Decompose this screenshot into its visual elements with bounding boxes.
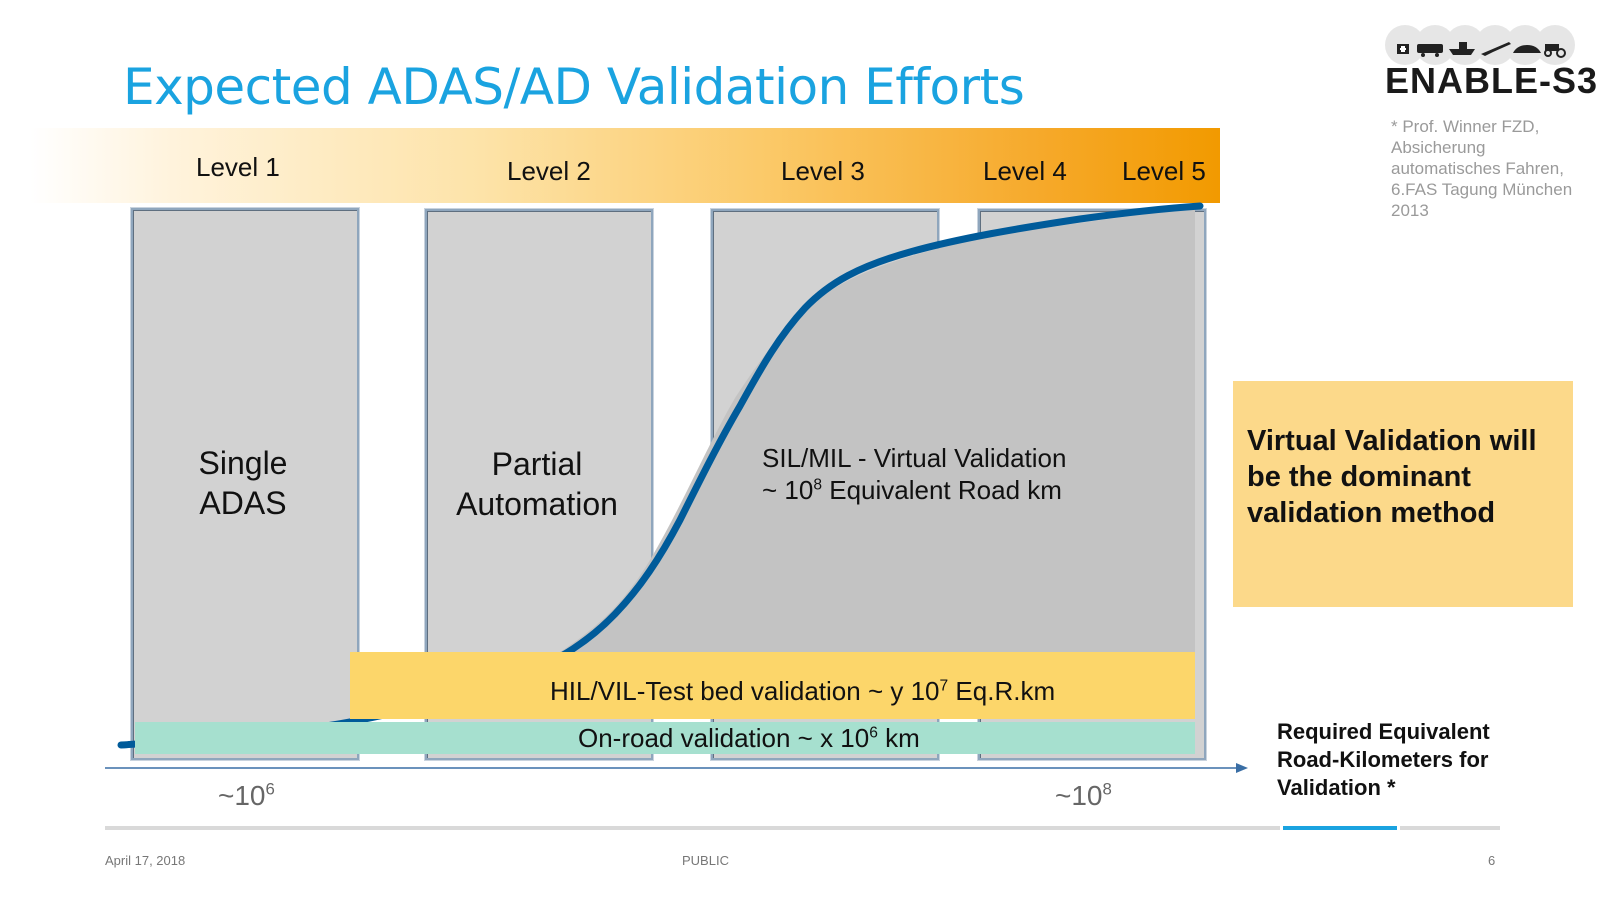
hil-vil-band (350, 652, 1195, 719)
hil-vil-prefix: HIL/VIL-Test bed validation ~ y 10 (550, 676, 940, 706)
axis-tick-right: ~108 (1055, 780, 1112, 812)
onroad-band (135, 722, 1195, 754)
onroad-suffix: km (877, 723, 920, 753)
virtual-validation-line1: SIL/MIL - Virtual Validation (762, 443, 1067, 473)
ship-icon (1449, 42, 1475, 55)
level-2-label: Level 2 (507, 156, 591, 186)
hil-vil-label: HIL/VIL-Test bed validation ~ y 107 Eq.R… (550, 676, 1055, 707)
level-1-label: Level 1 (196, 152, 280, 182)
medical-icon (1397, 44, 1409, 54)
footnote-line: automatisches Fahren, (1391, 159, 1564, 178)
axis-tick-right-base: ~10 (1055, 780, 1103, 811)
virtual-validation-line2-suffix: Equivalent Road km (822, 475, 1062, 505)
car-icon (1513, 45, 1541, 53)
partial-automation-line: Partial (491, 446, 583, 482)
footer-divider-accent (1283, 826, 1397, 830)
virtual-validation-line2-prefix: ~ 10 (762, 475, 814, 505)
onroad-label: On-road validation ~ x 106 km (578, 723, 920, 754)
axis-title: Required Equivalent Road-Kilometers for … (1277, 718, 1490, 802)
slide-title: Expected ADAS/AD Validation Efforts (123, 58, 1025, 116)
train-icon (1417, 44, 1443, 57)
virtual-validation-line2: ~ 108 Equivalent Road km (762, 474, 1066, 506)
logo-text: ENABLE-S3 (1385, 60, 1599, 101)
partial-automation-line: Automation (456, 486, 618, 522)
enable-s3-logo: ENABLE-S3 (1385, 20, 1597, 101)
level-4-label: Level 4 (983, 156, 1067, 186)
virtual-validation-callout: Virtual Validation will be the dominant … (1233, 381, 1573, 607)
logo-vehicle-icons (1385, 25, 1575, 65)
footer-divider-end (1400, 826, 1500, 830)
single-adas-line: ADAS (199, 485, 287, 521)
level-5-label: Level 5 (1122, 156, 1206, 186)
footer-classification: PUBLIC (682, 853, 729, 868)
axis-title-line: Road-Kilometers for (1277, 747, 1489, 772)
hil-vil-suffix: Eq.R.km (948, 676, 1056, 706)
footnote-line: 6.FAS Tagung München (1391, 180, 1573, 199)
callout-line: Virtual Validation will (1247, 425, 1537, 457)
virtual-validation-exponent: 8 (813, 476, 823, 494)
plane-icon (1481, 42, 1511, 56)
footnote-line: Absicherung (1391, 138, 1486, 157)
column-single-adas (131, 208, 359, 760)
footnote-line: 2013 (1391, 201, 1429, 220)
virtual-validation-area (560, 207, 1195, 652)
axis-tick-left: ~106 (218, 780, 275, 812)
footnote-line: * Prof. Winner FZD, (1391, 117, 1540, 136)
footer-date: April 17, 2018 (105, 853, 186, 868)
footnote: * Prof. Winner FZD, Absicherung automati… (1391, 116, 1596, 221)
level-3-label: Level 3 (781, 156, 865, 186)
virtual-validation-label: SIL/MIL - Virtual Validation ~ 108 Equiv… (762, 442, 1066, 506)
axis-title-line: Validation * (1277, 775, 1396, 800)
single-adas-line: Single (198, 445, 288, 481)
axis-tick-left-exp: 6 (265, 779, 275, 799)
axis-tick-right-exp: 8 (1102, 779, 1112, 799)
footer-divider (105, 826, 1280, 830)
single-adas-label: Single ADAS (131, 443, 355, 523)
callout-line: validation method (1247, 497, 1496, 529)
footer-page-number: 6 (1488, 853, 1496, 868)
automation-level-band (30, 128, 1220, 203)
tractor-icon (1544, 44, 1566, 58)
hil-vil-exponent: 7 (939, 677, 949, 695)
onroad-exponent: 6 (869, 724, 878, 742)
axis-title-line: Required Equivalent (1277, 719, 1490, 744)
partial-automation-label: Partial Automation (440, 444, 634, 524)
callout-line: be the dominant (1247, 461, 1471, 493)
onroad-prefix: On-road validation ~ x 10 (578, 723, 870, 753)
axis-tick-left-base: ~10 (218, 780, 266, 811)
